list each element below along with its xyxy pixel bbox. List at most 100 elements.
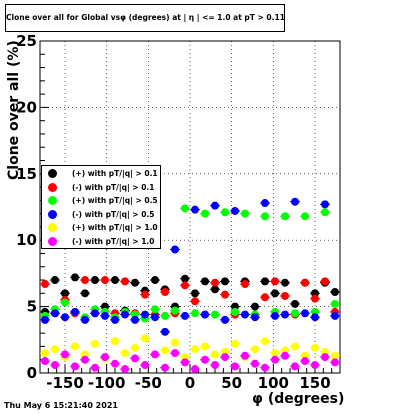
data-point	[201, 209, 209, 218]
data-point	[91, 363, 99, 372]
legend-entry: (-) with pT/|q| > 1.0	[42, 235, 160, 248]
data-point	[191, 309, 199, 318]
legend-entry: (+) with pT/|q| > 0.1	[42, 167, 160, 180]
data-point	[71, 307, 79, 316]
data-point	[211, 278, 219, 287]
data-point	[171, 306, 179, 315]
data-point	[181, 274, 189, 283]
x-tick-label: -50	[135, 374, 162, 392]
data-point	[221, 315, 229, 324]
chart-title: Clone over all for Global vsφ (degrees) …	[5, 4, 285, 32]
data-point	[251, 313, 259, 322]
data-point	[211, 201, 219, 210]
data-point	[171, 245, 179, 254]
data-point	[311, 294, 319, 303]
x-tick-label: 0	[185, 374, 195, 392]
data-point	[231, 339, 239, 348]
data-point	[221, 290, 229, 299]
data-point	[301, 357, 309, 366]
data-point	[51, 309, 59, 318]
data-point	[161, 311, 169, 320]
x-tick-label: 100	[258, 374, 289, 392]
data-point	[81, 289, 89, 298]
legend-marker	[48, 196, 57, 205]
y-tick-label: 25	[16, 32, 37, 50]
data-point	[191, 297, 199, 306]
data-point	[181, 281, 189, 290]
legend-entry: (-) with pT/|q| > 0.5	[42, 208, 160, 221]
legend-label: (-) with pT/|q| > 0.5	[72, 209, 155, 219]
data-point	[211, 285, 219, 294]
data-point	[161, 363, 169, 372]
data-point	[41, 280, 49, 289]
data-point	[131, 278, 139, 287]
data-point	[121, 349, 129, 358]
data-point	[311, 361, 319, 370]
data-point	[241, 280, 249, 289]
legend-label: (+) with pT/|q| > 1.0	[72, 223, 158, 232]
data-point	[111, 359, 119, 368]
data-point	[121, 310, 129, 319]
data-point	[281, 291, 289, 300]
data-point	[101, 353, 109, 362]
data-point	[91, 339, 99, 348]
data-point	[131, 354, 139, 363]
series-6	[40, 349, 340, 374]
data-point	[61, 298, 69, 307]
data-point	[81, 276, 89, 285]
data-point	[261, 277, 269, 286]
y-tick-label: 15	[16, 165, 37, 183]
legend-label: (+) with pT/|q| > 0.1	[72, 169, 158, 178]
data-point	[181, 204, 189, 213]
legend-label: (+) with pT/|q| > 0.5	[72, 196, 158, 205]
data-point	[181, 311, 189, 320]
data-point	[211, 310, 219, 319]
data-point	[261, 212, 269, 221]
data-point	[291, 299, 299, 308]
y-tick-label: 10	[16, 231, 37, 249]
data-point	[231, 206, 239, 215]
series-layer	[40, 197, 340, 374]
data-point	[191, 205, 199, 214]
data-point	[271, 311, 279, 320]
data-point	[331, 351, 339, 360]
data-point	[141, 361, 149, 370]
data-point	[251, 359, 259, 368]
data-point	[131, 343, 139, 352]
data-point	[41, 357, 49, 366]
data-point	[321, 353, 329, 362]
data-point	[281, 212, 289, 221]
data-point	[261, 363, 269, 372]
data-point	[191, 289, 199, 298]
data-point	[311, 343, 319, 352]
data-point	[301, 278, 309, 287]
data-point	[181, 358, 189, 367]
data-point	[291, 309, 299, 318]
data-point	[281, 310, 289, 319]
data-point	[261, 199, 269, 208]
data-point	[121, 277, 129, 286]
data-point	[111, 315, 119, 324]
timestamp-footer: Thu May 6 15:21:40 2021	[4, 401, 118, 410]
data-point	[41, 315, 49, 324]
data-point	[241, 351, 249, 360]
data-point	[81, 315, 89, 324]
data-point	[321, 277, 329, 286]
data-point	[171, 349, 179, 358]
data-point	[151, 350, 159, 359]
data-point	[281, 351, 289, 360]
data-point	[331, 358, 339, 367]
data-point	[191, 365, 199, 374]
data-point	[301, 212, 309, 221]
data-point	[271, 355, 279, 364]
data-point	[211, 350, 219, 359]
data-point	[61, 313, 69, 322]
data-point	[271, 289, 279, 298]
data-point	[161, 287, 169, 296]
y-axis-label: Clone over all (%)	[6, 40, 22, 180]
data-point	[51, 276, 59, 285]
data-point	[131, 315, 139, 324]
legend-label: (-) with pT/|q| > 1.0	[72, 236, 155, 246]
data-point	[231, 362, 239, 371]
